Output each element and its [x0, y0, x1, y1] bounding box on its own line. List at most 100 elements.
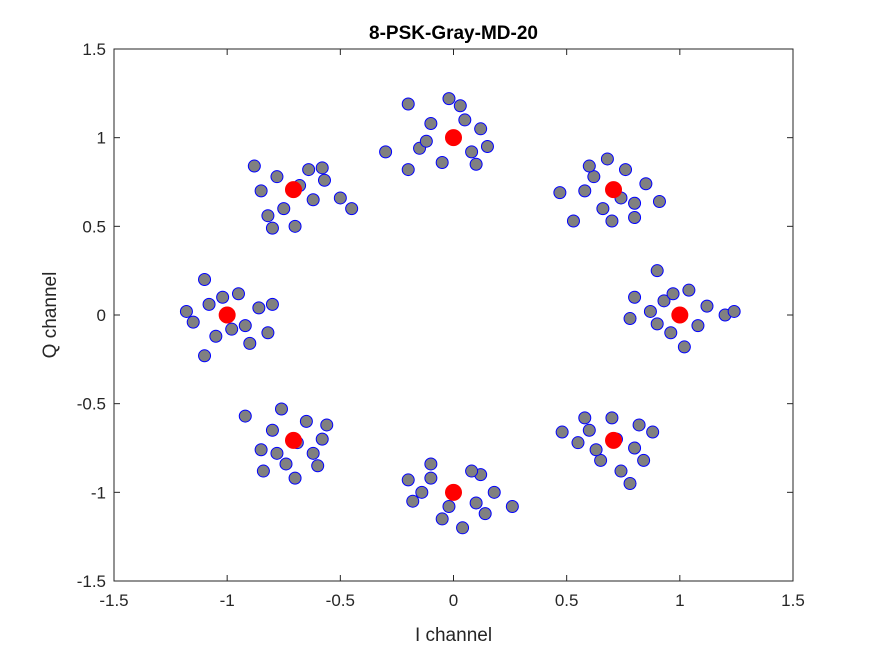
received-symbol-point [474, 122, 488, 136]
received-symbol-point [270, 170, 284, 184]
received-symbol-point [465, 145, 479, 159]
reference-symbol-point [605, 181, 623, 199]
received-symbol-point [419, 134, 433, 148]
reference-symbol-point [284, 181, 302, 199]
received-symbol-point [480, 140, 494, 154]
received-symbol-point [279, 457, 293, 471]
received-symbol-point [589, 443, 603, 457]
x-tick-label: -0.5 [326, 591, 355, 610]
received-symbol-point [306, 193, 320, 207]
received-symbol-point [238, 409, 252, 423]
received-symbol-point [628, 196, 642, 210]
received-symbol-point [632, 418, 646, 432]
received-symbol-point [265, 221, 279, 235]
received-symbol-point [628, 210, 642, 224]
received-symbol-point [315, 432, 329, 446]
reference-symbol-point [284, 431, 302, 449]
received-symbol-point [469, 496, 483, 510]
received-symbol-point [442, 92, 456, 106]
axes-background [114, 49, 793, 581]
received-symbol-point [478, 507, 492, 521]
x-axis-label: I channel [415, 625, 492, 646]
received-symbol-point [458, 113, 472, 127]
x-tick-label: 0.5 [555, 591, 579, 610]
received-symbol-point [315, 161, 329, 175]
received-symbol-point [198, 349, 212, 363]
reference-symbol-point [445, 129, 462, 147]
received-symbol-point [288, 471, 302, 485]
received-symbol-point [401, 473, 415, 487]
received-symbol-point [605, 411, 619, 425]
received-symbol-point [578, 184, 592, 198]
received-symbol-point [252, 301, 266, 315]
received-symbol-point [225, 322, 239, 336]
received-symbol-point [456, 521, 470, 535]
x-tick-label: -1.5 [99, 591, 128, 610]
received-symbol-point [317, 173, 331, 187]
ticks-layer: -1.5 -1 -0.5 0 0.5 1 1.5 -1.5 -1 -0.5 0 0.5 1 1.5 [77, 40, 805, 610]
received-symbol-point [231, 287, 245, 301]
received-symbol-point [664, 326, 678, 340]
received-symbol-point [465, 464, 479, 478]
received-symbol-point [623, 312, 637, 326]
received-symbol-point [652, 195, 666, 209]
reference-symbol-point [671, 306, 689, 324]
y-tick-label: -0.5 [77, 395, 106, 414]
reference-symbol-point [605, 431, 623, 449]
received-symbol-point [582, 423, 596, 437]
received-symbol-point [320, 418, 334, 432]
received-symbol-point [691, 319, 705, 333]
received-symbol-point [406, 494, 420, 508]
received-symbol-point [555, 425, 569, 439]
received-symbol-point [727, 304, 741, 318]
received-symbol-point [261, 326, 275, 340]
received-symbol-point [453, 99, 467, 113]
y-tick-label: 0.5 [82, 217, 106, 236]
received-symbol-point [202, 297, 216, 311]
received-symbol-point [442, 500, 456, 514]
received-symbol-point [619, 163, 633, 177]
received-symbol-point [424, 457, 438, 471]
received-symbol-point [639, 177, 653, 191]
received-symbol-point [302, 163, 316, 177]
received-symbol-point [578, 411, 592, 425]
received-symbol-point [637, 453, 651, 467]
received-symbol-point [650, 264, 664, 278]
received-symbol-point [401, 163, 415, 177]
received-symbol-point [682, 283, 696, 297]
received-symbol-point [333, 191, 347, 205]
received-symbol-point [596, 202, 610, 216]
received-symbol-point [700, 299, 714, 313]
received-symbol-point [566, 214, 580, 228]
received-symbol-point [628, 290, 642, 304]
y-tick-label: 1.5 [82, 40, 106, 59]
received-symbol-point [243, 336, 257, 350]
received-symbol-point [571, 436, 585, 450]
received-symbol-point [179, 304, 193, 318]
points-layer [179, 92, 741, 535]
received-symbol-point [306, 446, 320, 460]
x-tick-label: 1 [675, 591, 684, 610]
received-symbol-point [261, 209, 275, 223]
y-tick-label: 1 [97, 129, 106, 148]
received-symbol-point [650, 317, 664, 331]
received-symbol-point [646, 425, 660, 439]
received-symbol-point [288, 219, 302, 233]
y-tick-label: -1 [91, 483, 106, 502]
received-symbol-point [415, 485, 429, 499]
received-symbol-point [270, 446, 284, 460]
received-symbol-point [677, 340, 691, 354]
received-symbol-point [435, 155, 449, 169]
y-tick-label: 0 [97, 306, 106, 325]
received-symbol-point [487, 485, 501, 499]
received-symbol-point [256, 464, 270, 478]
received-symbol-point [209, 329, 223, 343]
received-symbol-point [247, 159, 261, 173]
received-symbol-point [265, 423, 279, 437]
received-symbol-point [379, 145, 393, 159]
received-symbol-point [666, 287, 680, 301]
received-symbol-point [605, 214, 619, 228]
received-symbol-point [643, 304, 657, 318]
received-symbol-point [311, 459, 325, 473]
